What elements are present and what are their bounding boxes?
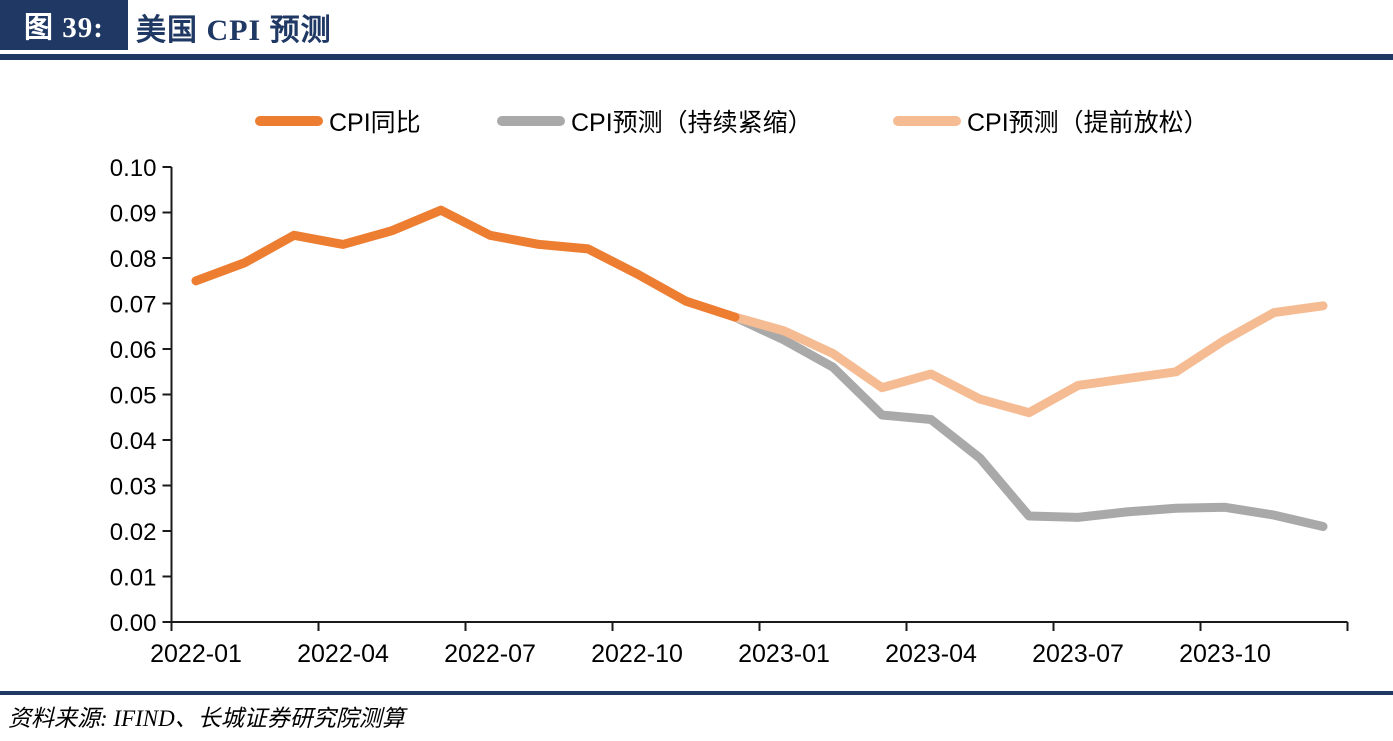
legend-label-forecast-easing: CPI预测（提前放松）	[967, 109, 1209, 137]
svg-text:0.05: 0.05	[110, 383, 157, 410]
legend-swatch-orange	[255, 116, 323, 126]
header-divider	[0, 54, 1393, 60]
svg-text:2022-07: 2022-07	[444, 640, 536, 668]
svg-text:0.02: 0.02	[110, 519, 157, 546]
svg-text:2022-10: 2022-10	[591, 640, 683, 668]
figure-number-badge: 图 39:	[0, 0, 128, 50]
svg-text:0.10: 0.10	[110, 155, 157, 182]
svg-text:2022-01: 2022-01	[150, 640, 242, 668]
svg-text:0.08: 0.08	[110, 246, 157, 273]
legend-label-forecast-tightening: CPI预测（持续紧缩）	[571, 109, 813, 137]
svg-text:0.04: 0.04	[110, 428, 157, 455]
svg-text:2023-04: 2023-04	[885, 640, 977, 668]
footer-divider	[0, 691, 1393, 695]
svg-text:0.07: 0.07	[110, 292, 157, 319]
legend-swatch-peach	[893, 116, 961, 126]
svg-text:0.06: 0.06	[110, 337, 157, 364]
svg-text:0.01: 0.01	[110, 565, 157, 592]
svg-text:2023-10: 2023-10	[1179, 640, 1271, 668]
figure-title-text: 美国 CPI 预测	[136, 14, 332, 47]
legend-item-forecast-easing: CPI预测（提前放松）	[893, 107, 1209, 137]
svg-text:0.09: 0.09	[110, 201, 157, 228]
legend-item-cpi-yoy: CPI同比	[255, 107, 421, 137]
figure-number-label: 图 39:	[24, 12, 104, 44]
legend-label-cpi-yoy: CPI同比	[329, 109, 421, 137]
svg-text:2022-04: 2022-04	[297, 640, 389, 668]
figure-title: 美国 CPI 预测	[136, 2, 332, 52]
svg-text:0.00: 0.00	[110, 610, 157, 637]
svg-text:2023-07: 2023-07	[1032, 640, 1124, 668]
source-note: 资料来源: IFIND、长城证券研究院测算	[8, 706, 405, 731]
svg-text:2023-01: 2023-01	[738, 640, 830, 668]
legend-item-forecast-tightening: CPI预测（持续紧缩）	[497, 107, 813, 137]
svg-text:0.03: 0.03	[110, 474, 157, 501]
legend-swatch-gray	[497, 116, 565, 126]
